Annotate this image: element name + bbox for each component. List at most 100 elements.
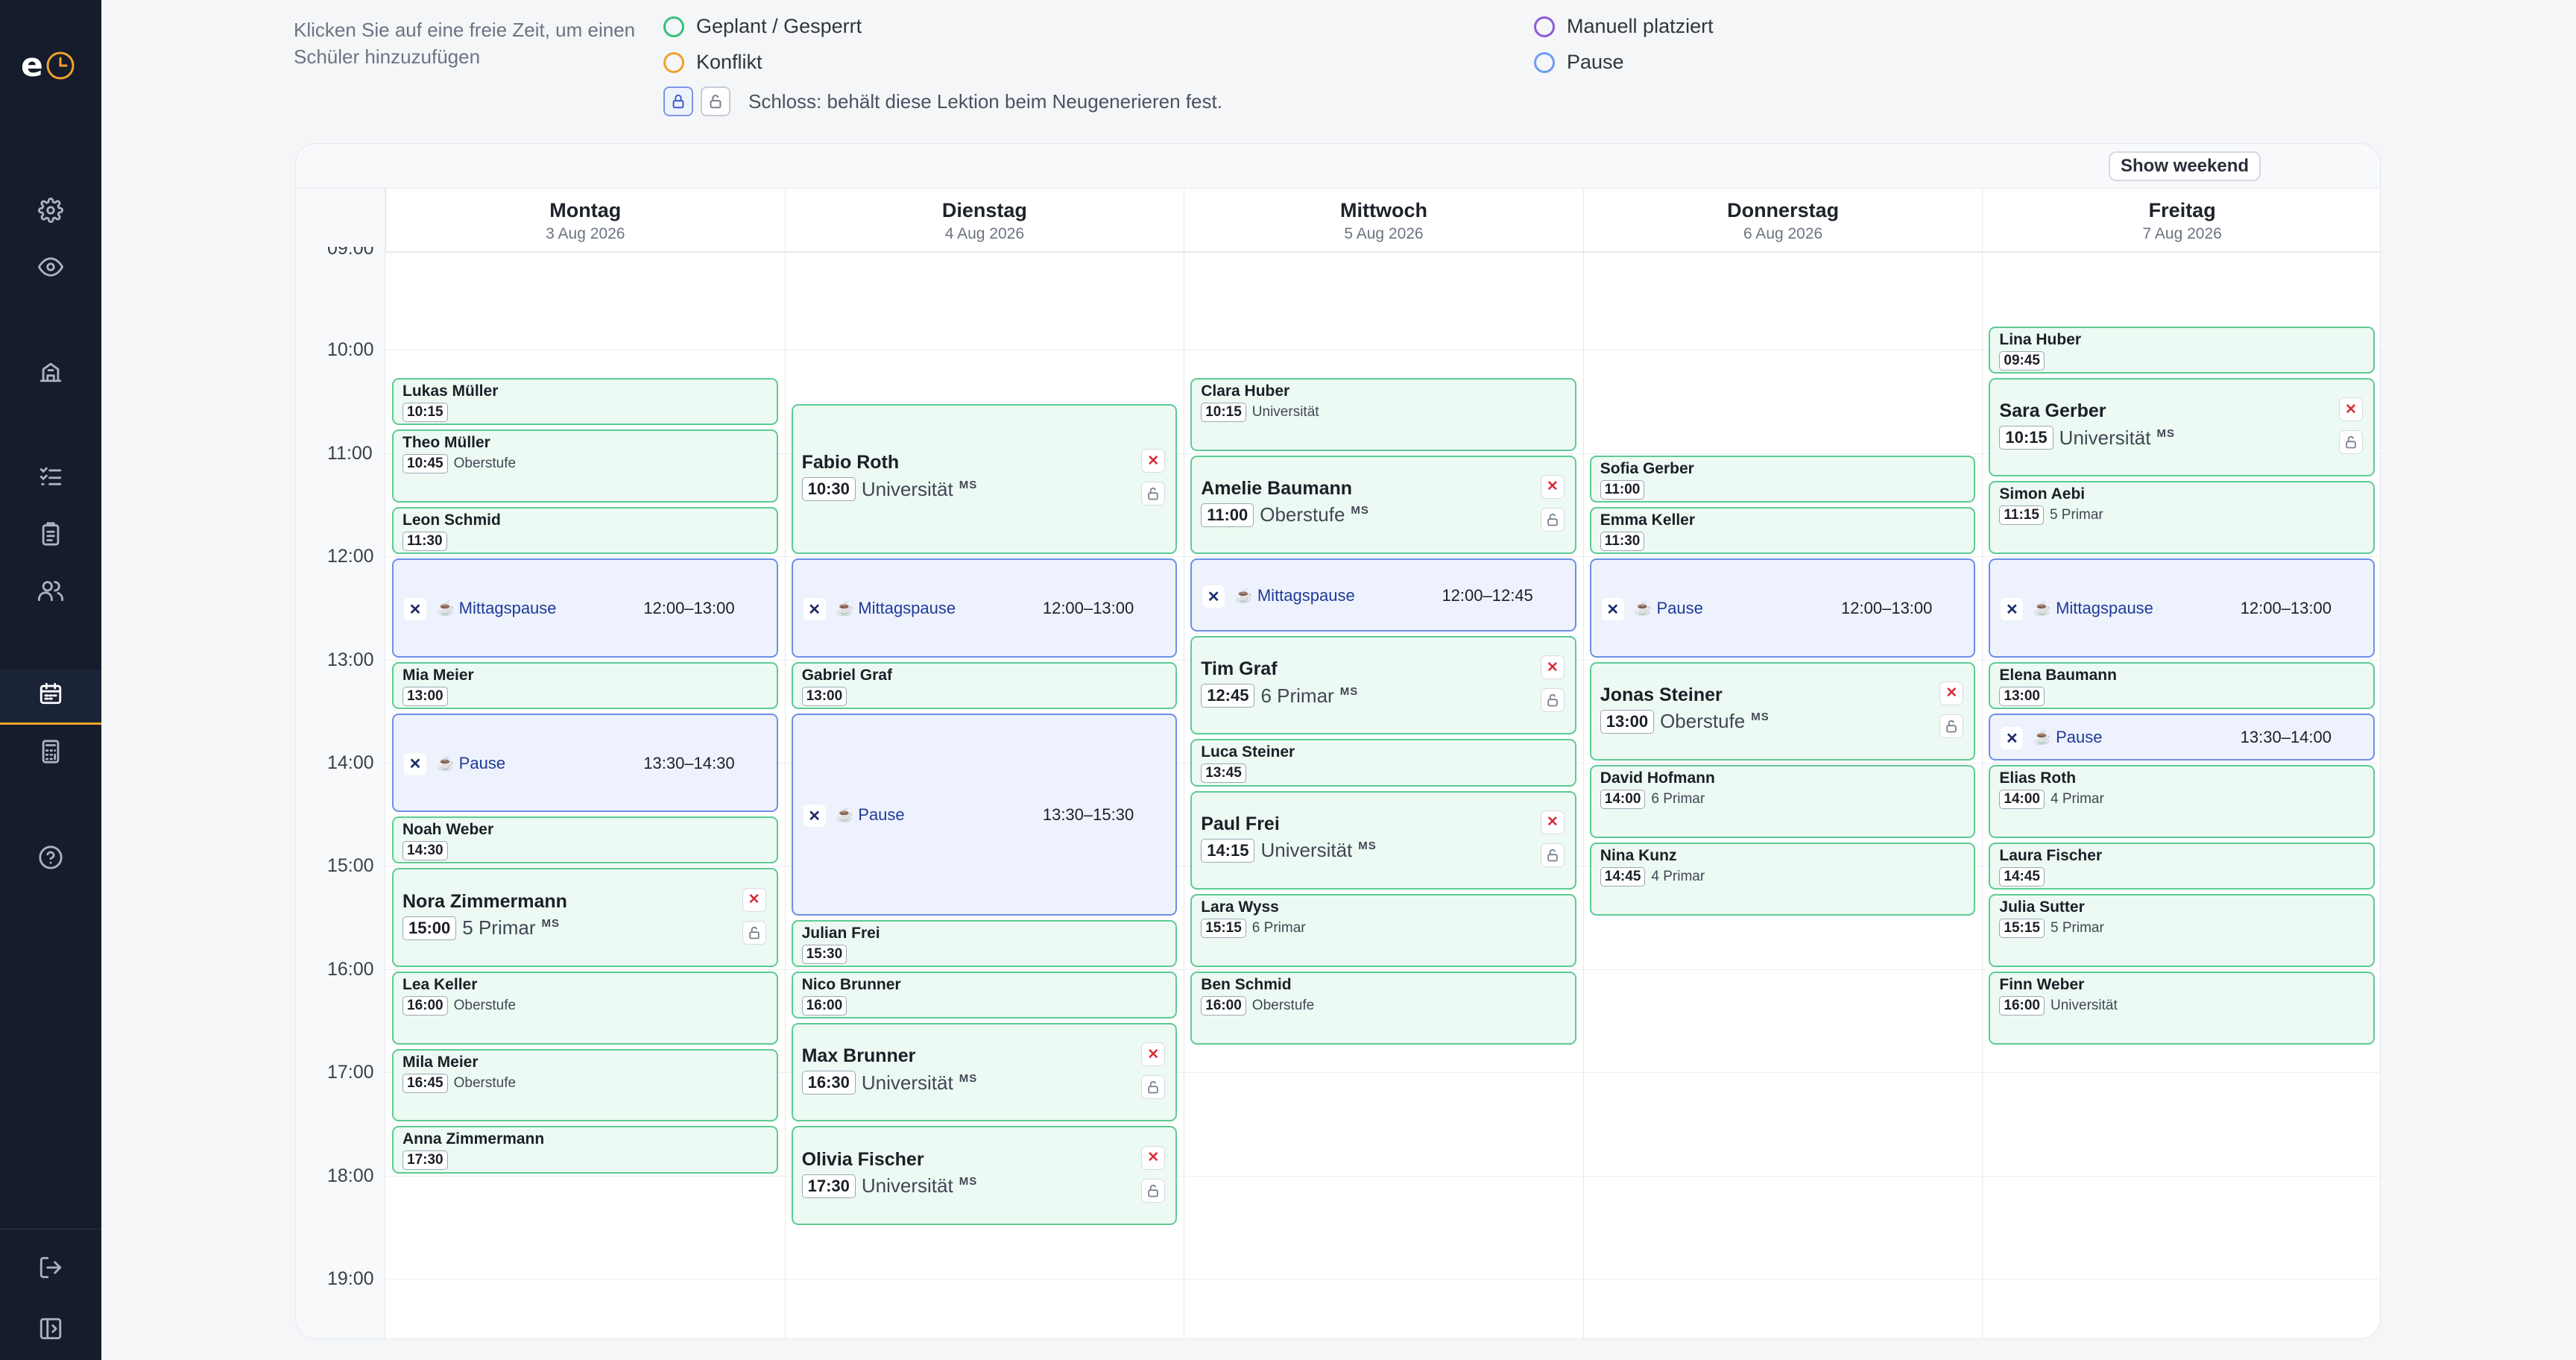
lesson-block[interactable]: Amelie Baumann 11:00 Oberstufe MS ✕ [1190,455,1576,555]
eye-icon[interactable] [33,249,69,285]
hour-line [385,1072,2380,1074]
break-block[interactable]: ✕ ☕ Pause 13:30–14:30 [392,713,778,813]
break-block[interactable]: ✕ ☕ Mittagspause 12:00–13:00 [392,558,778,658]
lesson-block[interactable]: Mila Meier 16:45 Oberstufe [392,1048,778,1122]
lesson-block[interactable]: Nora Zimmermann 15:00 5 Primar MS ✕ [392,868,778,967]
calculator-icon[interactable] [33,734,69,769]
show-weekend-button[interactable]: Show weekend [2109,151,2261,181]
remove-lesson-icon[interactable]: ✕ [1141,1042,1166,1067]
remove-break-icon[interactable]: ✕ [803,598,826,621]
lesson-block[interactable]: Nico Brunner 16:00 [791,971,1178,1019]
lesson-block[interactable]: David Hofmann 14:00 6 Primar [1589,765,1976,838]
lesson-block[interactable]: Laura Fischer 14:45 [1989,842,2375,890]
lesson-block[interactable]: Lara Wyss 15:15 6 Primar [1190,894,1576,967]
lesson-block[interactable]: Max Brunner 16:30 Universität MS ✕ [791,1023,1178,1122]
lesson-block[interactable]: Leon Schmid 11:30 [392,507,778,555]
lesson-block[interactable]: Ben Schmid 16:00 Oberstufe [1190,971,1576,1045]
app-logo[interactable]: e [21,46,83,85]
lock-open-icon[interactable] [1141,1178,1166,1203]
break-block[interactable]: ✕ ☕ Mittagspause 12:00–13:00 [791,558,1178,658]
break-label-text: Mittagspause [2056,599,2153,618]
break-block[interactable]: ✕ ☕ Mittagspause 12:00–13:00 [1989,558,2375,658]
lesson-block[interactable]: Sofia Gerber 11:00 [1589,455,1976,503]
remove-lesson-icon[interactable]: ✕ [1141,449,1166,473]
logout-icon[interactable] [33,1250,69,1285]
lesson-block[interactable]: Olivia Fischer 17:30 Universität MS ✕ [791,1126,1178,1225]
lesson-time: 10:15 [1999,426,2053,450]
lesson-meta: 15:00 5 Primar MS [402,916,560,940]
lock-open-icon[interactable] [1540,843,1565,867]
lesson-block[interactable]: Clara Huber 10:15 Universität [1190,378,1576,451]
lesson-block[interactable]: Finn Weber 16:00 Universität [1989,971,2375,1045]
lesson-block[interactable]: Elena Baumann 13:00 [1989,661,2375,709]
remove-lesson-icon[interactable]: ✕ [1141,1145,1166,1170]
lesson-block[interactable]: Lukas Müller 10:15 [392,378,778,426]
break-block[interactable]: ✕ ☕ Pause 12:00–13:00 [1589,558,1976,658]
lesson-level: Oberstufe [1660,710,1746,733]
lesson-block[interactable]: Gabriel Graf 13:00 [791,661,1178,709]
remove-break-icon[interactable]: ✕ [1202,585,1225,608]
remove-break-icon[interactable]: ✕ [2001,727,2024,750]
lesson-meta: 13:00 [402,686,454,706]
remove-break-icon[interactable]: ✕ [404,598,426,621]
lesson-block[interactable]: Jonas Steiner 13:00 Oberstufe MS ✕ [1589,661,1976,761]
clipboard-icon[interactable] [33,516,69,552]
lesson-time: 16:00 [801,995,847,1016]
remove-lesson-icon[interactable]: ✕ [2338,397,2363,422]
remove-lesson-icon[interactable]: ✕ [1540,810,1565,834]
checklist-icon[interactable] [33,458,69,494]
lock-open-icon[interactable] [1540,688,1565,713]
lesson-block[interactable]: Luca Steiner 13:45 [1190,739,1576,787]
lesson-level: Universität [1260,839,1353,862]
remove-lesson-icon[interactable]: ✕ [742,887,766,912]
lesson-time: 15:15 [1999,919,2045,938]
lesson-block[interactable]: Lea Keller 16:00 Oberstufe [392,971,778,1045]
lesson-block[interactable]: Anna Zimmermann 17:30 [392,1126,778,1174]
remove-lesson-icon[interactable]: ✕ [1540,474,1565,499]
lesson-block[interactable]: Lina Huber 09:45 [1989,326,2375,374]
lesson-block[interactable]: Theo Müller 10:45 Oberstufe [392,429,778,503]
settings-gear-icon[interactable] [33,192,69,228]
lesson-block[interactable]: Noah Weber 14:30 [392,816,778,864]
lesson-block[interactable]: Mia Meier 13:00 [392,661,778,709]
lock-open-icon[interactable] [1939,714,1964,738]
break-block[interactable]: ✕ ☕ Mittagspause 12:00–12:45 [1190,558,1576,632]
lesson-block[interactable]: Nina Kunz 14:45 4 Primar [1589,842,1976,916]
calendar-icon[interactable] [33,676,69,711]
ms-badge: MS [959,478,978,491]
lock-open-icon[interactable] [1540,507,1565,532]
lesson-block[interactable]: Tim Graf 12:45 6 Primar MS ✕ [1190,636,1576,735]
lock-closed-icon [663,86,693,116]
school-building-icon[interactable] [33,353,69,389]
lesson-block[interactable]: Emma Keller 11:30 [1589,507,1976,555]
break-block[interactable]: ✕ ☕ Pause 13:30–15:30 [791,713,1178,916]
remove-break-icon[interactable]: ✕ [2001,598,2024,621]
lesson-block[interactable]: Sara Gerber 10:15 Universität MS ✕ [1989,378,2375,477]
help-icon[interactable] [33,840,69,875]
break-block[interactable]: ✕ ☕ Pause 13:30–14:00 [1989,713,2375,761]
lock-open-icon[interactable] [1141,482,1166,506]
remove-break-icon[interactable]: ✕ [1601,598,1624,621]
lesson-block[interactable]: Elias Roth 14:00 4 Primar [1989,765,2375,838]
break-label-text: Pause [858,805,905,825]
collapse-sidebar-icon[interactable] [33,1311,69,1347]
lesson-block[interactable]: Julia Sutter 15:15 5 Primar [1989,894,2375,967]
day-name: Mittwoch [1339,199,1427,221]
remove-lesson-icon[interactable]: ✕ [1939,681,1964,705]
lesson-block[interactable]: Simon Aebi 11:15 5 Primar [1989,481,2375,555]
coffee-cup-icon: ☕ [2033,601,2052,617]
lesson-time: 15:15 [1201,919,1246,938]
lesson-block[interactable]: Paul Frei 14:15 Universität MS ✕ [1190,790,1576,890]
users-icon[interactable] [33,573,69,608]
lesson-meta: 13:45 [1201,764,1252,784]
lock-open-icon[interactable] [1141,1075,1166,1100]
remove-lesson-icon[interactable]: ✕ [1540,655,1565,680]
lock-open-icon[interactable] [742,920,766,945]
coffee-cup-icon: ☕ [437,755,455,772]
lesson-block[interactable]: Fabio Roth 10:30 Universität MS ✕ [791,403,1178,555]
break-time-range: 12:00–13:00 [1841,599,1933,618]
lesson-block[interactable]: Julian Frei 15:30 [791,919,1178,967]
remove-break-icon[interactable]: ✕ [803,805,826,828]
lock-open-icon[interactable] [2338,430,2363,455]
remove-break-icon[interactable]: ✕ [404,752,426,775]
